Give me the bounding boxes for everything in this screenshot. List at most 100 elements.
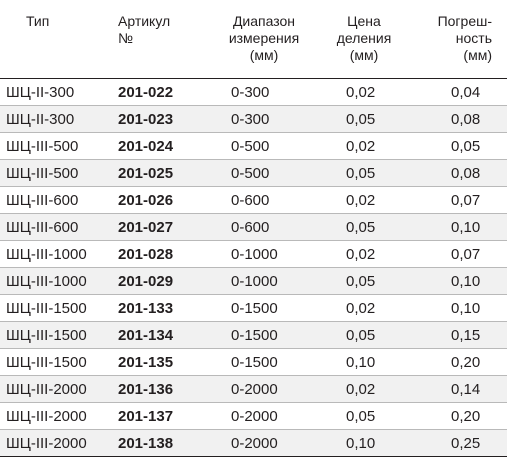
cell-scale-division: 0,02 xyxy=(318,78,410,106)
header-article-line: № xyxy=(118,30,134,46)
header-range: Диапазон измерения (мм) xyxy=(210,0,318,79)
cell-scale-division: 0,10 xyxy=(318,348,410,376)
header-division-line: Цена xyxy=(347,13,381,29)
cell-article-number: 201-028 xyxy=(104,240,210,268)
cell-type: ШЦ-III-500 xyxy=(0,159,104,187)
cell-measuring-range: 0-600 xyxy=(210,186,318,214)
cell-error: 0,10 xyxy=(410,213,507,241)
table-row: ШЦ-III-1500 201-134 0-1500 0,05 0,15 xyxy=(0,321,507,349)
cell-scale-division: 0,05 xyxy=(318,105,410,133)
header-error-line: (мм) xyxy=(463,47,492,63)
table-row: ШЦ-III-500 201-025 0-500 0,05 0,08 xyxy=(0,159,507,187)
cell-article-number: 201-133 xyxy=(104,294,210,322)
table-header: Тип Артикул № Диапазон измерения (мм) Це… xyxy=(0,0,507,79)
cell-type: ШЦ-III-600 xyxy=(0,213,104,241)
cell-measuring-range: 0-1500 xyxy=(210,294,318,322)
cell-error: 0,04 xyxy=(410,78,507,106)
cell-article-number: 201-027 xyxy=(104,213,210,241)
cell-type: ШЦ-III-2000 xyxy=(0,402,104,430)
cell-article-number: 201-137 xyxy=(104,402,210,430)
cell-article-number: 201-024 xyxy=(104,132,210,160)
table-row: ШЦ-III-1500 201-135 0-1500 0,10 0,20 xyxy=(0,348,507,376)
cell-error: 0,07 xyxy=(410,186,507,214)
header-error-line: Погреш- xyxy=(437,13,492,29)
header-range-line: Диапазон xyxy=(232,13,296,29)
table-row: ШЦ-II-300 201-023 0-300 0,05 0,08 xyxy=(0,105,507,133)
cell-type: ШЦ-III-600 xyxy=(0,186,104,214)
cell-error: 0,20 xyxy=(410,348,507,376)
cell-scale-division: 0,02 xyxy=(318,132,410,160)
table-row: ШЦ-III-2000 201-137 0-2000 0,05 0,20 xyxy=(0,402,507,430)
table-row: ШЦ-III-600 201-026 0-600 0,02 0,07 xyxy=(0,186,507,214)
cell-measuring-range: 0-300 xyxy=(210,78,318,106)
table-row: ШЦ-III-1000 201-029 0-1000 0,05 0,10 xyxy=(0,267,507,295)
table-row: ШЦ-III-1000 201-028 0-1000 0,02 0,07 xyxy=(0,240,507,268)
cell-type: ШЦ-III-1000 xyxy=(0,240,104,268)
cell-scale-division: 0,05 xyxy=(318,159,410,187)
cell-scale-division: 0,02 xyxy=(318,294,410,322)
table-row: ШЦ-II-300 201-022 0-300 0,02 0,04 xyxy=(0,78,507,106)
cell-article-number: 201-026 xyxy=(104,186,210,214)
cell-article-number: 201-135 xyxy=(104,348,210,376)
cell-measuring-range: 0-600 xyxy=(210,213,318,241)
cell-measuring-range: 0-1500 xyxy=(210,321,318,349)
cell-article-number: 201-022 xyxy=(104,78,210,106)
cell-error: 0,05 xyxy=(410,132,507,160)
cell-article-number: 201-134 xyxy=(104,321,210,349)
cell-type: ШЦ-III-1500 xyxy=(0,348,104,376)
cell-error: 0,10 xyxy=(410,267,507,295)
cell-error: 0,15 xyxy=(410,321,507,349)
cell-article-number: 201-029 xyxy=(104,267,210,295)
cell-scale-division: 0,05 xyxy=(318,402,410,430)
header-division-line: (мм) xyxy=(349,47,379,63)
cell-measuring-range: 0-300 xyxy=(210,105,318,133)
cell-measuring-range: 0-2000 xyxy=(210,429,318,457)
cell-measuring-range: 0-2000 xyxy=(210,375,318,403)
header-error-line: ность xyxy=(455,30,492,46)
cell-measuring-range: 0-1000 xyxy=(210,240,318,268)
cell-error: 0,14 xyxy=(410,375,507,403)
header-type: Тип xyxy=(0,0,104,79)
header-division: Цена деления (мм) xyxy=(318,0,410,79)
cell-scale-division: 0,05 xyxy=(318,267,410,295)
cell-type: ШЦ-III-1500 xyxy=(0,294,104,322)
header-range-line: (мм) xyxy=(249,47,279,63)
cell-measuring-range: 0-500 xyxy=(210,132,318,160)
cell-scale-division: 0,10 xyxy=(318,429,410,457)
table-row: ШЦ-III-2000 201-136 0-2000 0,02 0,14 xyxy=(0,375,507,403)
cell-type: ШЦ-III-2000 xyxy=(0,375,104,403)
cell-article-number: 201-136 xyxy=(104,375,210,403)
cell-type: ШЦ-III-2000 xyxy=(0,429,104,457)
table-row: ШЦ-III-600 201-027 0-600 0,05 0,10 xyxy=(0,213,507,241)
cell-type: ШЦ-II-300 xyxy=(0,105,104,133)
cell-scale-division: 0,02 xyxy=(318,375,410,403)
cell-type: ШЦ-II-300 xyxy=(0,78,104,106)
table-row: ШЦ-III-500 201-024 0-500 0,02 0,05 xyxy=(0,132,507,160)
cell-article-number: 201-023 xyxy=(104,105,210,133)
cell-scale-division: 0,02 xyxy=(318,186,410,214)
cell-error: 0,10 xyxy=(410,294,507,322)
header-division-line: деления xyxy=(336,30,392,46)
cell-type: ШЦ-III-1000 xyxy=(0,267,104,295)
cell-measuring-range: 0-500 xyxy=(210,159,318,187)
cell-type: ШЦ-III-1500 xyxy=(0,321,104,349)
header-row: Тип Артикул № Диапазон измерения (мм) Це… xyxy=(0,0,507,79)
header-type-line: Тип xyxy=(26,13,50,29)
cell-error: 0,25 xyxy=(410,429,507,457)
cell-type: ШЦ-III-500 xyxy=(0,132,104,160)
cell-measuring-range: 0-1500 xyxy=(210,348,318,376)
cell-error: 0,07 xyxy=(410,240,507,268)
table-row: ШЦ-III-1500 201-133 0-1500 0,02 0,10 xyxy=(0,294,507,322)
cell-measuring-range: 0-1000 xyxy=(210,267,318,295)
cell-scale-division: 0,05 xyxy=(318,213,410,241)
header-article: Артикул № xyxy=(104,0,210,79)
table-body: ШЦ-II-300 201-022 0-300 0,02 0,04 ШЦ-II-300 20… xyxy=(0,78,507,457)
cell-article-number: 201-025 xyxy=(104,159,210,187)
cell-article-number: 201-138 xyxy=(104,429,210,457)
cell-error: 0,08 xyxy=(410,105,507,133)
table-row: ШЦ-III-2000 201-138 0-2000 0,10 0,25 xyxy=(0,429,507,457)
cell-error: 0,20 xyxy=(410,402,507,430)
header-error: Погреш- ность (мм) xyxy=(410,0,507,79)
cell-error: 0,08 xyxy=(410,159,507,187)
